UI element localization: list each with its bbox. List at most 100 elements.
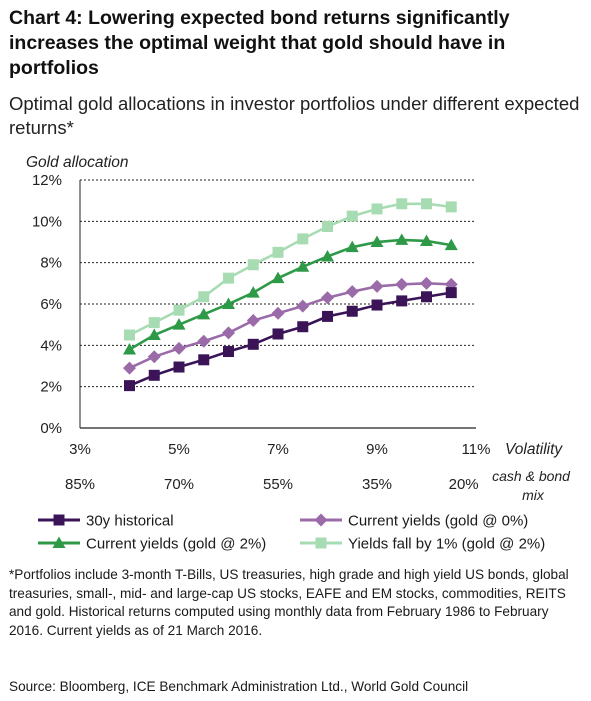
legend-item: 30y historical	[38, 513, 174, 530]
legend: 30y historical Current yields (gold @ 0%)…	[38, 513, 545, 553]
legend-item: Current yields (gold @ 0%)	[300, 513, 528, 530]
mix-tick-label: 55%	[263, 476, 293, 493]
y-tick-label: 12%	[32, 172, 62, 189]
legend-item: Current yields (gold @ 2%)	[38, 536, 266, 553]
data-point	[272, 328, 284, 340]
data-point	[345, 240, 359, 253]
data-point	[420, 234, 433, 246]
data-point	[445, 287, 457, 299]
y-tick-label: 8%	[40, 255, 62, 272]
source-note: Source: Bloomberg, ICE Benchmark Adminis…	[9, 679, 469, 694]
data-point	[346, 210, 358, 222]
y-tick-label: 4%	[40, 337, 62, 354]
data-point	[198, 354, 210, 366]
data-point	[271, 306, 285, 320]
data-point	[346, 305, 358, 317]
data-point	[421, 291, 432, 303]
legend-item: Yields fall by 1% (gold @ 2%)	[300, 536, 545, 553]
data-point	[444, 238, 458, 251]
data-point	[296, 260, 310, 272]
data-point	[173, 304, 185, 316]
data-point	[395, 233, 409, 245]
data-point	[322, 310, 333, 322]
mix-axis-ticks: 85% 70% 55% 35% 20%	[65, 476, 479, 493]
y-tick-label: 0%	[40, 420, 62, 437]
data-point	[396, 198, 408, 210]
data-point	[124, 329, 135, 341]
data-point	[147, 350, 161, 364]
series-current-gold-2	[123, 233, 458, 355]
data-point	[123, 342, 136, 355]
data-point	[197, 307, 211, 320]
mix-tick-label: 70%	[164, 476, 194, 493]
series-current-gold-0	[123, 276, 458, 375]
x-tick-label: 7%	[267, 441, 289, 458]
data-point	[297, 233, 309, 245]
data-point	[247, 259, 259, 271]
legend-swatch-marker	[53, 514, 65, 526]
x-tick-label: 5%	[168, 441, 190, 458]
series-line	[128, 238, 452, 351]
y-tick-label: 6%	[40, 296, 62, 313]
chart-area: Gold allocation 0% 2% 4% 6% 8% 10% 12% 3% 5% 7% 9…	[26, 154, 574, 553]
chart-subtitle: Optimal gold allocations in investor por…	[9, 93, 580, 138]
data-point	[420, 276, 433, 290]
data-point	[272, 246, 284, 258]
y-tick-label: 2%	[40, 379, 62, 396]
data-point	[124, 380, 135, 392]
mix-tick-label: 20%	[449, 476, 479, 493]
data-point	[370, 235, 384, 247]
series-yields-fall-1	[124, 198, 457, 341]
y-tick-label: 10%	[32, 213, 62, 230]
data-point	[321, 291, 334, 305]
data-point	[246, 314, 260, 328]
footnote: *Portfolios include 3-month T-Bills, US …	[9, 567, 569, 638]
data-point	[148, 317, 160, 329]
data-point	[222, 297, 235, 309]
data-point	[396, 295, 408, 307]
data-point	[445, 201, 457, 213]
data-point	[246, 286, 260, 298]
gridlines	[79, 179, 476, 429]
data-point	[395, 277, 409, 291]
x-tick-label: 9%	[366, 441, 388, 458]
data-point	[172, 318, 186, 330]
legend-label: Current yields (gold @ 2%)	[86, 536, 266, 553]
legend-label: Current yields (gold @ 0%)	[348, 513, 528, 530]
data-point	[321, 249, 334, 262]
data-point	[421, 198, 432, 210]
mix-tick-label: 35%	[362, 476, 392, 493]
data-point	[271, 271, 285, 284]
mix-axis-title: cash & bond mix	[492, 468, 574, 503]
data-point	[198, 291, 210, 303]
series-30y-historical	[124, 287, 457, 392]
data-point	[172, 341, 186, 355]
data-point	[173, 361, 185, 373]
data-point	[223, 346, 234, 358]
data-point	[370, 279, 384, 293]
data-point	[296, 299, 310, 313]
x-axis-title: Volatility	[505, 441, 563, 458]
data-point	[148, 369, 160, 381]
data-point	[147, 328, 161, 340]
data-point	[371, 203, 383, 215]
data-point	[371, 299, 383, 311]
x-tick-label: 3%	[69, 441, 91, 458]
series-group	[123, 198, 458, 392]
data-point	[247, 338, 259, 350]
data-point	[345, 285, 359, 299]
legend-swatch-marker	[315, 537, 327, 549]
x-tick-label: 11%	[462, 441, 491, 458]
legend-swatch-marker	[52, 536, 66, 548]
legend-swatch-marker	[314, 513, 328, 527]
mix-tick-label: 85%	[65, 476, 95, 493]
data-point	[197, 334, 211, 348]
y-axis-title: Gold allocation	[26, 154, 129, 171]
x-axis-ticks: 3% 5% 7% 9% 11%	[69, 441, 490, 458]
data-point	[297, 321, 309, 333]
data-point	[123, 361, 136, 375]
data-point	[223, 272, 234, 284]
chart-title: Chart 4: Lowering expected bond returns …	[9, 7, 510, 79]
data-point	[322, 221, 333, 232]
data-point	[222, 326, 235, 340]
